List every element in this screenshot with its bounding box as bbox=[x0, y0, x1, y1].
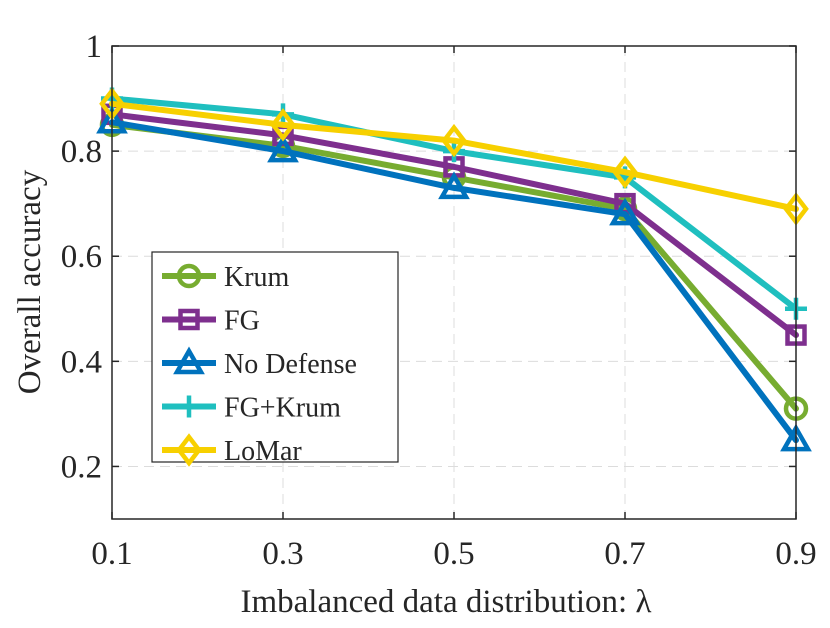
legend-item-fg: FG bbox=[162, 306, 260, 337]
x-tick-label: 0.7 bbox=[604, 536, 645, 572]
axis-ticks bbox=[111, 45, 797, 519]
x-tick-label: 0.1 bbox=[91, 536, 132, 572]
y-tick-label: 0.8 bbox=[61, 134, 102, 170]
legend-label-fg: FG bbox=[224, 306, 260, 337]
data-point-no-defense bbox=[438, 171, 470, 200]
legend: Krum FG No Defense FG+Krum LoMar bbox=[151, 251, 399, 467]
series-layer bbox=[96, 87, 812, 452]
y-tick-label: 0.2 bbox=[61, 449, 102, 485]
tick-labels: 0.1 0.3 0.5 0.7 0.9 0.2 0.4 0.6 0.8 1 bbox=[61, 29, 817, 572]
legend-item-krum: Krum bbox=[162, 262, 290, 293]
data-point-lomar bbox=[441, 123, 467, 158]
legend-marker-lomar bbox=[176, 433, 202, 467]
series-line-no-defense bbox=[109, 119, 799, 444]
series-line-fg bbox=[109, 111, 799, 339]
legend-marker-no-defense bbox=[173, 346, 205, 375]
data-point-no-defense bbox=[267, 134, 299, 163]
legend-item-no-defense: No Defense bbox=[162, 346, 357, 380]
y-tick-label: 0.4 bbox=[61, 344, 102, 380]
legend-item-lomar: LoMar bbox=[162, 433, 302, 467]
y-axis-title: Overall accuracy bbox=[12, 169, 48, 394]
x-axis-title: Imbalanced data distribution: λ bbox=[241, 584, 652, 620]
data-point-lomar bbox=[270, 108, 296, 142]
legend-marker-fg-krum bbox=[178, 395, 200, 418]
data-point-no-defense bbox=[609, 197, 641, 226]
legend-marker-krum bbox=[176, 263, 202, 289]
x-tick-label: 0.3 bbox=[262, 536, 303, 572]
x-tick-label: 0.5 bbox=[433, 536, 474, 572]
x-tick-label: 0.9 bbox=[775, 536, 816, 572]
legend-label-krum: Krum bbox=[224, 262, 290, 293]
legend-label-no-defense: No Defense bbox=[224, 349, 357, 380]
legend-item-fg-krum: FG+Krum bbox=[162, 393, 341, 424]
legend-label-fg-krum: FG+Krum bbox=[224, 393, 341, 424]
data-point-lomar bbox=[612, 155, 638, 189]
y-tick-label: 1 bbox=[86, 29, 103, 65]
legend-marker-fg bbox=[178, 308, 200, 331]
y-tick-label: 0.6 bbox=[61, 239, 102, 275]
legend-label-lomar: LoMar bbox=[224, 436, 302, 467]
series-no-defense bbox=[96, 105, 812, 452]
series-line-lomar bbox=[109, 100, 799, 212]
